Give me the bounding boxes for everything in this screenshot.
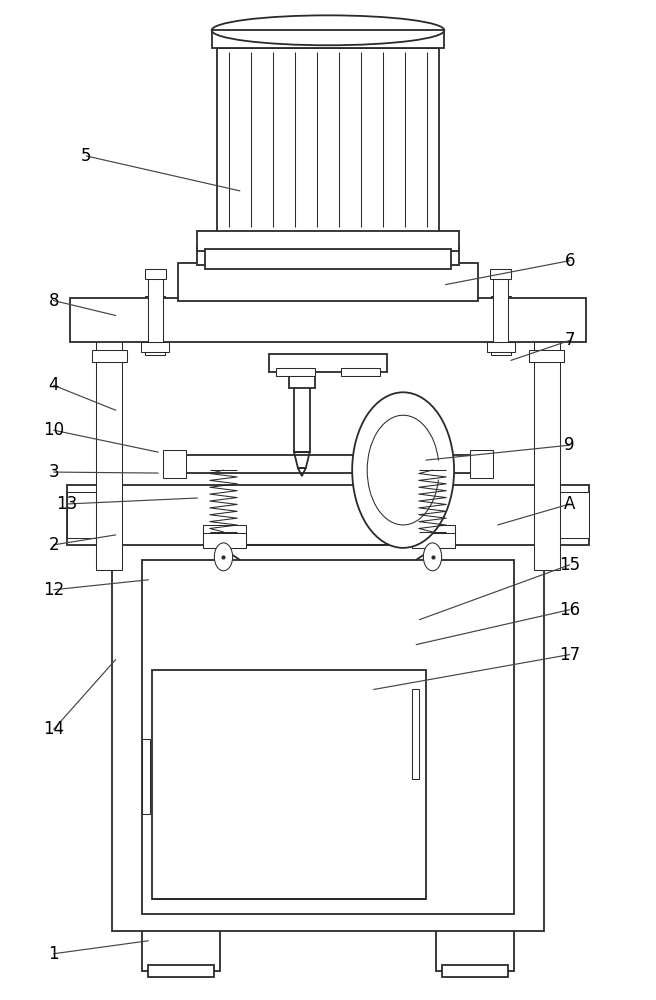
Bar (140, 342, 169, 352)
Bar (70, 298, 586, 342)
Bar (145, 296, 165, 355)
Text: 5: 5 (81, 147, 92, 165)
Bar (491, 296, 511, 355)
Bar (544, 492, 589, 538)
Bar (411, 525, 455, 540)
Bar (142, 739, 150, 814)
Bar (142, 929, 220, 971)
Bar (470, 450, 493, 478)
Text: 17: 17 (559, 646, 581, 664)
Bar (269, 354, 387, 372)
Bar (152, 670, 426, 899)
Bar (203, 525, 246, 540)
Bar (411, 533, 455, 548)
Bar (411, 689, 419, 779)
Text: 9: 9 (564, 436, 575, 454)
Bar (148, 275, 163, 342)
Bar (205, 249, 451, 269)
Bar (92, 350, 127, 362)
Bar (295, 235, 335, 249)
Bar (436, 929, 514, 971)
Circle shape (352, 392, 454, 548)
Text: 2: 2 (49, 536, 59, 554)
Bar (203, 533, 246, 548)
Bar (178, 455, 478, 473)
Bar (67, 485, 589, 545)
Bar (145, 269, 166, 279)
Bar (289, 370, 315, 388)
Circle shape (215, 543, 233, 571)
Text: 3: 3 (49, 463, 59, 481)
Bar (529, 350, 564, 362)
Bar (197, 231, 459, 251)
Bar (493, 275, 508, 342)
Bar (534, 335, 560, 570)
Bar (112, 542, 544, 931)
Bar (142, 560, 514, 914)
Text: 1: 1 (49, 945, 59, 963)
Text: 14: 14 (43, 720, 64, 738)
Bar (96, 335, 122, 570)
Bar (197, 247, 459, 265)
Text: A: A (564, 495, 575, 513)
Bar (276, 368, 315, 376)
Text: 8: 8 (49, 292, 59, 310)
Text: 10: 10 (43, 421, 64, 439)
Bar (490, 269, 511, 279)
Circle shape (423, 543, 441, 571)
Text: 13: 13 (56, 495, 77, 513)
Text: 12: 12 (43, 581, 64, 599)
Text: 7: 7 (564, 331, 575, 349)
Bar (67, 492, 112, 538)
Bar (442, 965, 508, 977)
Ellipse shape (212, 15, 444, 45)
Text: 15: 15 (559, 556, 581, 574)
Bar (341, 368, 380, 376)
Bar (148, 965, 214, 977)
Bar (217, 48, 439, 233)
Bar (294, 384, 310, 452)
Text: 16: 16 (559, 601, 581, 619)
Bar (212, 30, 444, 48)
Bar (163, 450, 186, 478)
Bar (178, 263, 478, 301)
Text: 6: 6 (564, 252, 575, 270)
Text: 4: 4 (49, 376, 59, 394)
Bar (487, 342, 516, 352)
